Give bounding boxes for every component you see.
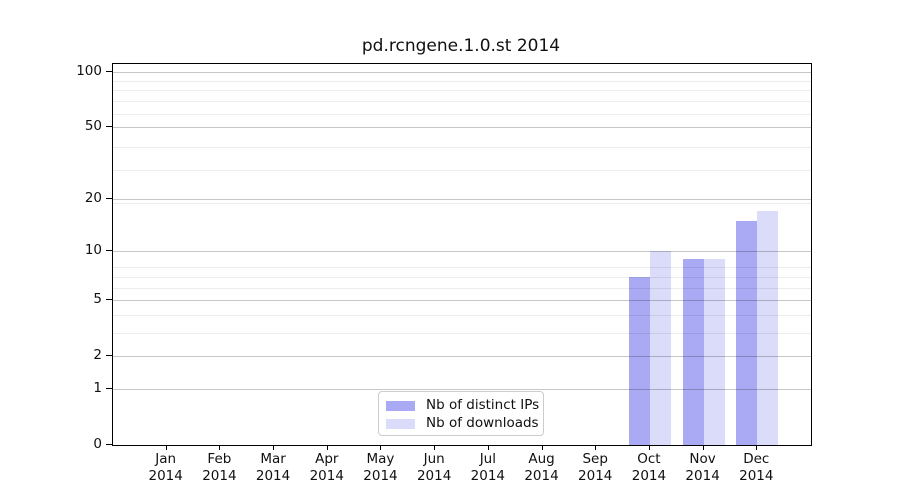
x-label-year: 2014 [363, 468, 398, 484]
gridline-major [113, 251, 811, 252]
x-axis-tick-label: May 2014 [340, 451, 420, 485]
gridline-minor [113, 332, 811, 334]
gridline-major [113, 356, 811, 358]
x-axis-tick-label: Oct 2014 [609, 451, 689, 485]
bar-nov-downloads [703, 258, 725, 445]
x-axis-tick-label: Jan 2014 [126, 451, 206, 485]
bar-oct-distinct-ips [628, 276, 650, 445]
gridline-minor [113, 202, 811, 204]
y-axis-tick-mark [106, 355, 112, 357]
x-axis-tick-mark [648, 445, 650, 450]
x-axis-tick-mark [273, 445, 275, 450]
x-label-year: 2014 [578, 468, 613, 484]
x-label-year: 2014 [309, 468, 344, 484]
x-label-year: 2014 [148, 468, 183, 484]
gridline-minor [113, 276, 811, 278]
x-label-month: Nov [689, 451, 716, 467]
gridline-major [113, 388, 811, 390]
bar-dec-downloads [757, 211, 779, 445]
gridline-minor [113, 314, 811, 316]
y-axis-tick-label: 5 [93, 291, 102, 308]
x-axis-tick-mark [595, 445, 597, 450]
x-axis-tick-mark [541, 445, 543, 450]
y-axis-tick-label: 20 [84, 189, 102, 206]
y-axis-tick-label: 1 [93, 379, 102, 396]
x-axis-tick-mark [165, 445, 167, 450]
y-axis-tick-label: 2 [93, 347, 102, 364]
x-axis-tick-label: Mar 2014 [233, 451, 313, 485]
x-label-year: 2014 [202, 468, 237, 484]
y-axis-tick-mark [106, 197, 112, 199]
gridline-minor [113, 169, 811, 171]
x-label-year: 2014 [739, 468, 774, 484]
x-axis-tick-label: Nov 2014 [663, 451, 743, 485]
x-axis-tick-label: Apr 2014 [287, 451, 367, 485]
gridline-minor [113, 287, 811, 289]
y-axis-tick-mark [106, 125, 112, 127]
gridline-major [113, 198, 811, 200]
gridline-minor [113, 146, 811, 148]
x-label-year: 2014 [255, 468, 291, 484]
x-axis-tick-label: Dec 2014 [716, 451, 796, 485]
legend-entry-downloads: Nb of downloads [386, 415, 543, 432]
gridline-major [113, 71, 811, 73]
x-label-year: 2014 [470, 468, 506, 484]
legend-swatch-distinct-ips-icon [386, 400, 415, 411]
legend-label-distinct-ips: Nb of distinct IPs [426, 397, 540, 413]
y-axis-tick-mark [106, 70, 112, 72]
x-axis-tick-label: Sep 2014 [555, 451, 635, 485]
plot-area [112, 63, 812, 446]
x-axis-tick-label: Aug 2014 [502, 451, 582, 485]
x-label-month: Jan [155, 451, 177, 467]
y-axis-tick-label: 0 [93, 436, 102, 452]
x-label-month: Oct [637, 451, 661, 467]
legend-swatch-downloads-icon [386, 418, 415, 429]
gridline-minor [113, 113, 811, 115]
gridline-minor [113, 101, 811, 103]
x-label-year: 2014 [416, 468, 452, 484]
y-axis-tick-mark [106, 250, 112, 251]
gridline-minor [113, 90, 811, 92]
x-axis-tick-mark [380, 445, 382, 450]
x-label-year: 2014 [685, 468, 720, 484]
gridline-minor [113, 80, 811, 82]
bar-dec-distinct-ips [736, 220, 758, 445]
gridline-major [113, 126, 811, 128]
y-axis-tick-mark [106, 444, 112, 445]
x-label-month: Apr [315, 451, 339, 467]
bar-nov-distinct-ips [682, 258, 704, 445]
x-axis-tick-mark [434, 445, 436, 450]
x-label-month: Mar [260, 451, 286, 467]
x-label-month: Jun [423, 451, 445, 467]
x-label-year: 2014 [524, 468, 559, 484]
x-axis-tick-mark [219, 445, 221, 450]
x-axis-tick-mark [756, 445, 758, 450]
x-label-month: Aug [528, 451, 555, 467]
x-label-month: May [366, 451, 395, 467]
x-label-month: Feb [207, 451, 232, 467]
y-axis-tick-mark [106, 299, 112, 301]
x-label-month: Jul [479, 451, 496, 467]
x-label-month: Sep [582, 451, 608, 467]
x-label-year: 2014 [631, 468, 667, 484]
x-axis-tick-label: Jul 2014 [448, 451, 528, 485]
y-axis-tick-label: 100 [76, 62, 102, 79]
y-axis-tick-label: 50 [84, 117, 102, 134]
x-label-month: Dec [743, 451, 770, 467]
x-axis-tick-label: Feb 2014 [179, 451, 259, 485]
legend-label-downloads: Nb of downloads [426, 415, 539, 431]
y-axis-tick-mark [106, 387, 112, 389]
legend: Nb of distinct IPs Nb of downloads [378, 391, 544, 436]
gridline-major [113, 300, 811, 302]
x-axis-tick-mark [326, 445, 328, 450]
bar-oct-downloads [649, 251, 671, 445]
x-axis-tick-label: Jun 2014 [394, 451, 474, 485]
legend-entry-distinct-ips: Nb of distinct IPs [386, 397, 543, 414]
chart-title: pd.rcngene.1.0.st 2014 [361, 36, 561, 56]
x-axis-tick-mark [702, 445, 704, 450]
y-axis-tick-label: 10 [84, 242, 102, 258]
gridline-minor [113, 267, 811, 269]
x-axis-tick-mark [487, 445, 489, 450]
